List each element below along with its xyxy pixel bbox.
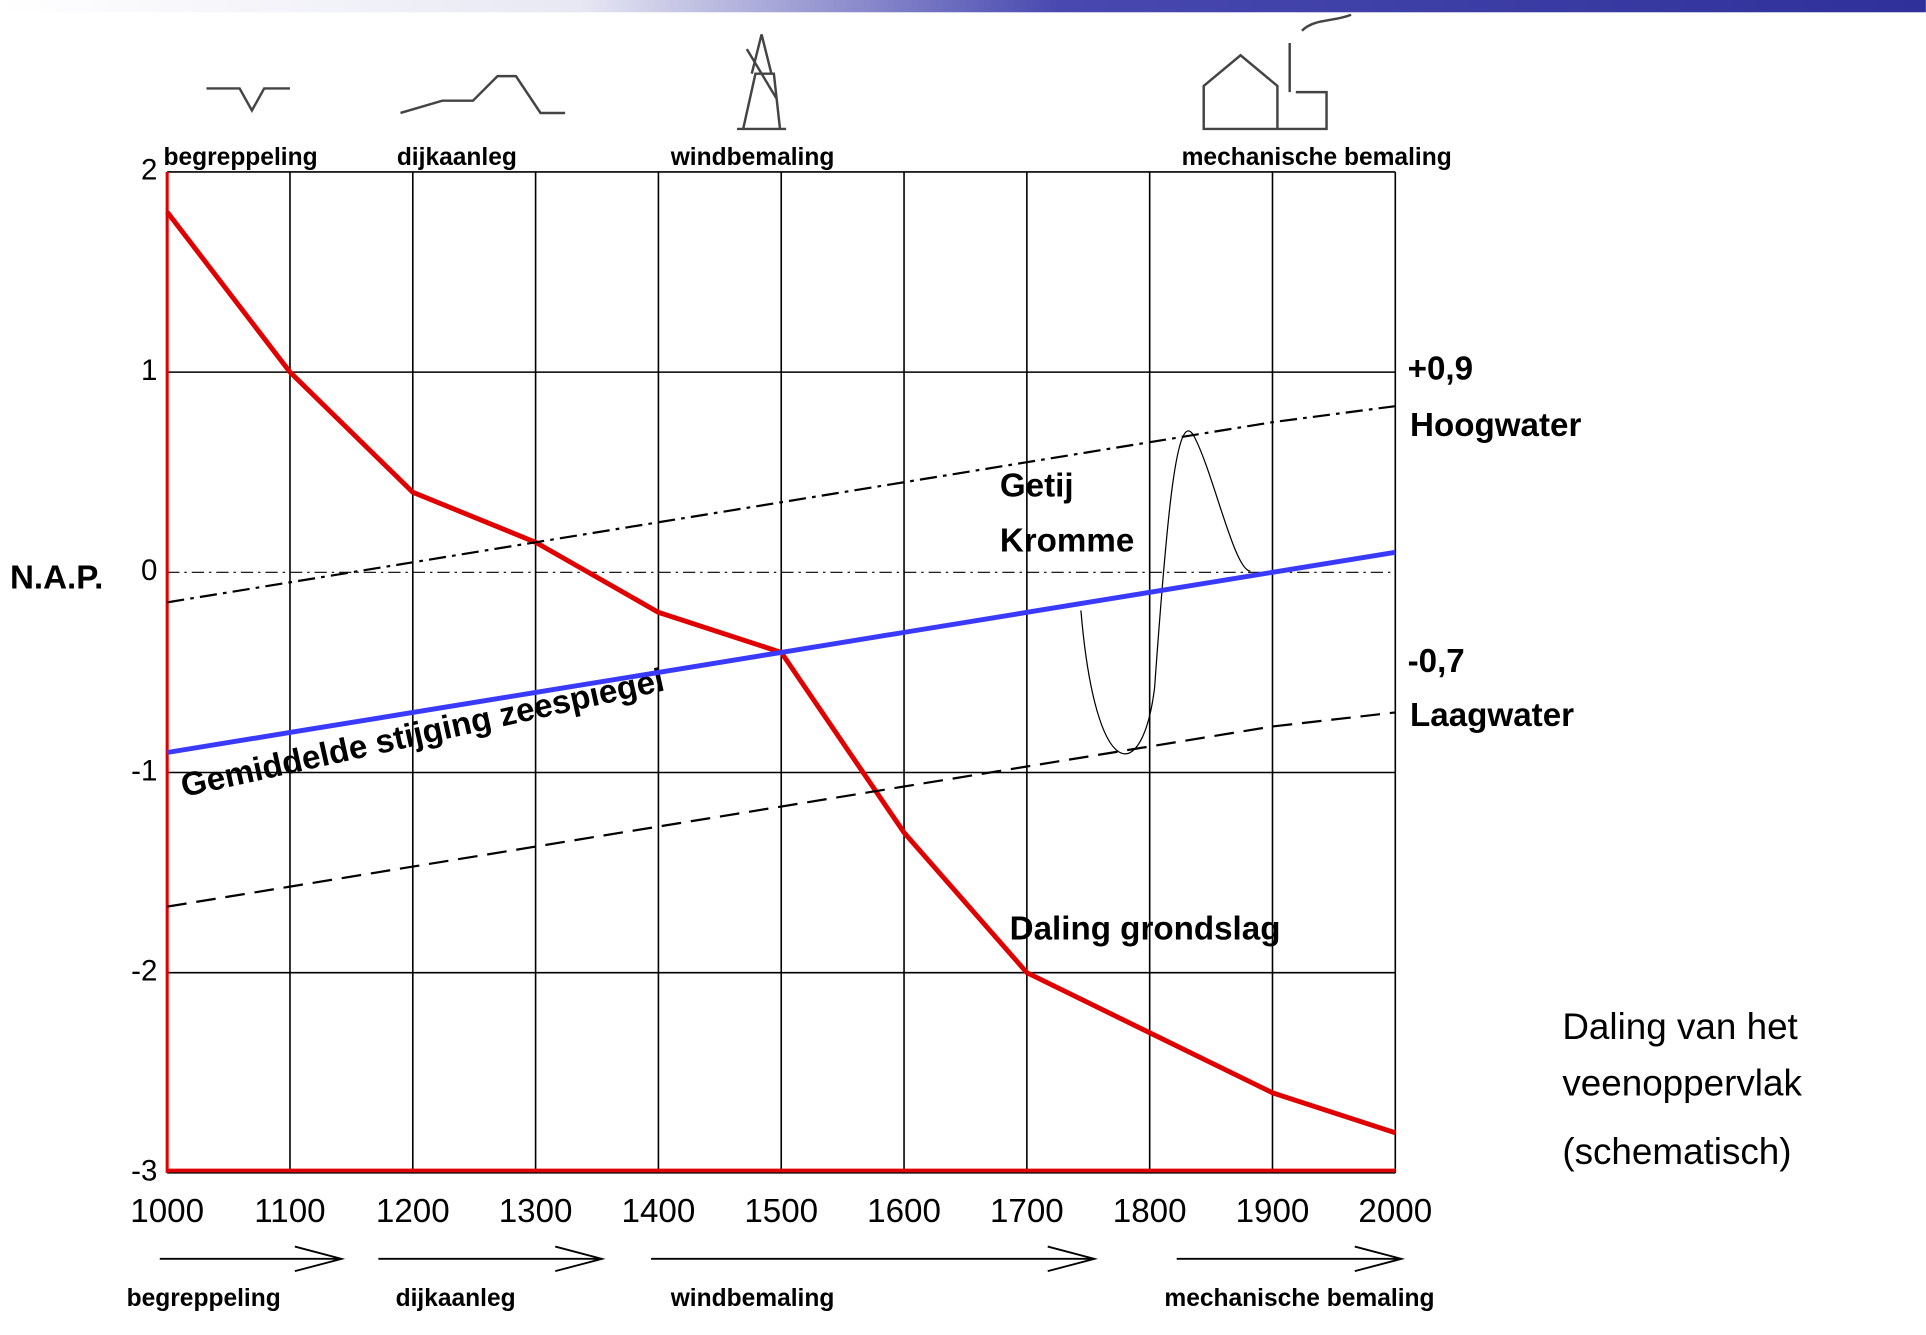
x-tick-label: 1200 (376, 1193, 450, 1230)
x-tick-label: 1700 (990, 1193, 1064, 1230)
y-tick-label: -3 (131, 1155, 157, 1188)
phase-label: windbemaling (670, 144, 835, 171)
phase-label: windbemaling (670, 1285, 835, 1312)
series-line (166, 549, 1396, 755)
side-title: (schematisch) (1562, 1131, 1791, 1172)
y-tick-label: 1 (141, 354, 157, 387)
phase-label: mechanische bemaling (1182, 144, 1452, 171)
series-line (166, 711, 1396, 908)
x-tick-label: 1000 (130, 1193, 204, 1230)
header-strip (0, 0, 1926, 13)
tide-curve (1080, 430, 1251, 755)
annotation: -0,7 (1408, 643, 1465, 680)
x-tick-label: 1400 (622, 1193, 696, 1230)
x-tick-label: 2000 (1358, 1193, 1432, 1230)
y-tick-label: -2 (131, 954, 157, 987)
annotation: Laagwater (1410, 697, 1574, 734)
y-tick-label: 0 (141, 554, 157, 587)
phase-arrows (159, 1245, 1406, 1273)
x-tick-label: 1300 (499, 1193, 573, 1230)
phase-label: begreppeling (127, 1285, 281, 1312)
x-tick-label: 1500 (744, 1193, 818, 1230)
y-axis-label: N.A.P. (10, 559, 103, 596)
side-title: veenoppervlak (1562, 1062, 1802, 1103)
y-tick-label: -1 (131, 754, 157, 787)
series-line (166, 405, 1396, 604)
icons (206, 13, 1352, 131)
x-tick-label: 1800 (1113, 1193, 1187, 1230)
annotation: Daling grondslag (1010, 911, 1281, 948)
annotation: +0,9 (1408, 351, 1473, 388)
x-tick-label: 1100 (254, 1193, 325, 1230)
phase-label: begreppeling (163, 144, 317, 171)
x-tick-label: 1900 (1236, 1193, 1310, 1230)
side-title: Daling van het (1562, 1006, 1797, 1047)
phase-label: dijkaanleg (397, 144, 517, 171)
y-tick-label: 2 (141, 154, 157, 187)
annotation: Hoogwater (1410, 407, 1581, 444)
x-tick-label: 1600 (867, 1193, 941, 1230)
phase-label: mechanische bemaling (1164, 1285, 1434, 1312)
annotation: Getij (1000, 467, 1074, 504)
phase-label: dijkaanleg (396, 1285, 516, 1312)
annotation: Kromme (1000, 523, 1135, 560)
